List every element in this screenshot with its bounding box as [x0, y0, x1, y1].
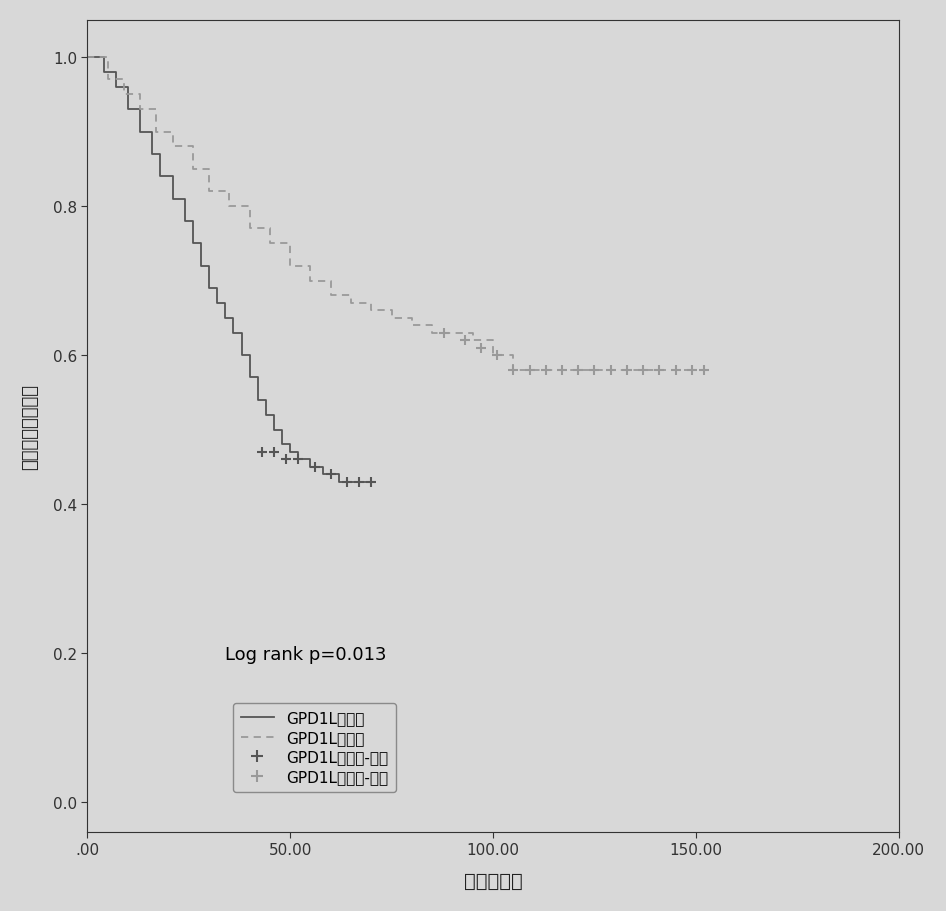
- X-axis label: 时间（月）: 时间（月）: [464, 871, 522, 890]
- Legend: GPD1L低表达, GPD1L高表达, GPD1L低表达-删失, GPD1L高表达-删失: GPD1L低表达, GPD1L高表达, GPD1L低表达-删失, GPD1L高表…: [233, 703, 396, 792]
- Text: Log rank p=0.013: Log rank p=0.013: [225, 645, 387, 663]
- Y-axis label: 疾病特异性生存率: 疾病特异性生存率: [21, 384, 39, 469]
